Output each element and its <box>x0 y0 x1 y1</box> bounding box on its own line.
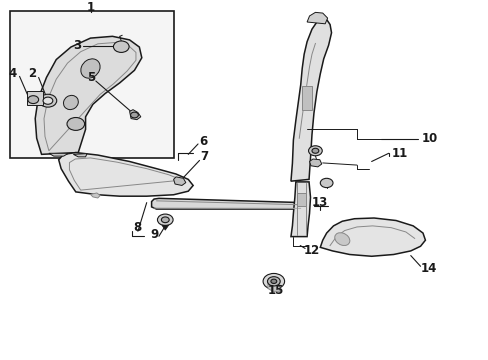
Text: 8: 8 <box>133 221 141 234</box>
Circle shape <box>113 41 129 53</box>
Bar <box>10 11 173 158</box>
Ellipse shape <box>63 95 78 109</box>
Text: 7: 7 <box>200 150 208 163</box>
Text: 11: 11 <box>391 147 407 160</box>
Circle shape <box>311 148 318 153</box>
Polygon shape <box>90 193 100 198</box>
Polygon shape <box>73 154 87 157</box>
Polygon shape <box>129 110 141 120</box>
Circle shape <box>157 214 173 225</box>
Text: 2: 2 <box>28 67 36 80</box>
Polygon shape <box>267 281 279 291</box>
Text: 15: 15 <box>267 284 284 297</box>
Polygon shape <box>320 218 425 256</box>
Text: 5: 5 <box>87 71 95 84</box>
Ellipse shape <box>334 233 349 246</box>
Circle shape <box>161 217 169 222</box>
Polygon shape <box>309 159 321 167</box>
Bar <box>27 91 42 105</box>
Circle shape <box>320 178 332 188</box>
Circle shape <box>130 112 138 118</box>
Circle shape <box>67 117 84 130</box>
Polygon shape <box>306 12 327 24</box>
Polygon shape <box>173 177 185 185</box>
Polygon shape <box>290 182 310 237</box>
Polygon shape <box>162 225 168 230</box>
Circle shape <box>28 96 39 104</box>
Circle shape <box>43 97 53 104</box>
Text: 12: 12 <box>303 244 320 257</box>
Text: 3: 3 <box>73 40 81 53</box>
Text: 10: 10 <box>420 132 437 145</box>
Circle shape <box>270 279 276 283</box>
Text: 1: 1 <box>87 1 95 14</box>
Circle shape <box>267 277 280 286</box>
Text: 4: 4 <box>8 67 16 80</box>
Circle shape <box>39 94 57 107</box>
Polygon shape <box>35 36 142 154</box>
Polygon shape <box>44 42 136 151</box>
Circle shape <box>263 274 284 289</box>
Text: 6: 6 <box>199 135 206 148</box>
Polygon shape <box>151 198 305 209</box>
Polygon shape <box>59 153 193 196</box>
Polygon shape <box>290 18 331 181</box>
Text: 13: 13 <box>311 196 328 209</box>
Bar <box>302 86 311 110</box>
Text: 14: 14 <box>420 262 437 275</box>
Text: 9: 9 <box>150 228 158 241</box>
Circle shape <box>308 146 322 156</box>
Polygon shape <box>49 153 68 156</box>
Ellipse shape <box>81 59 100 78</box>
Bar <box>297 193 305 206</box>
